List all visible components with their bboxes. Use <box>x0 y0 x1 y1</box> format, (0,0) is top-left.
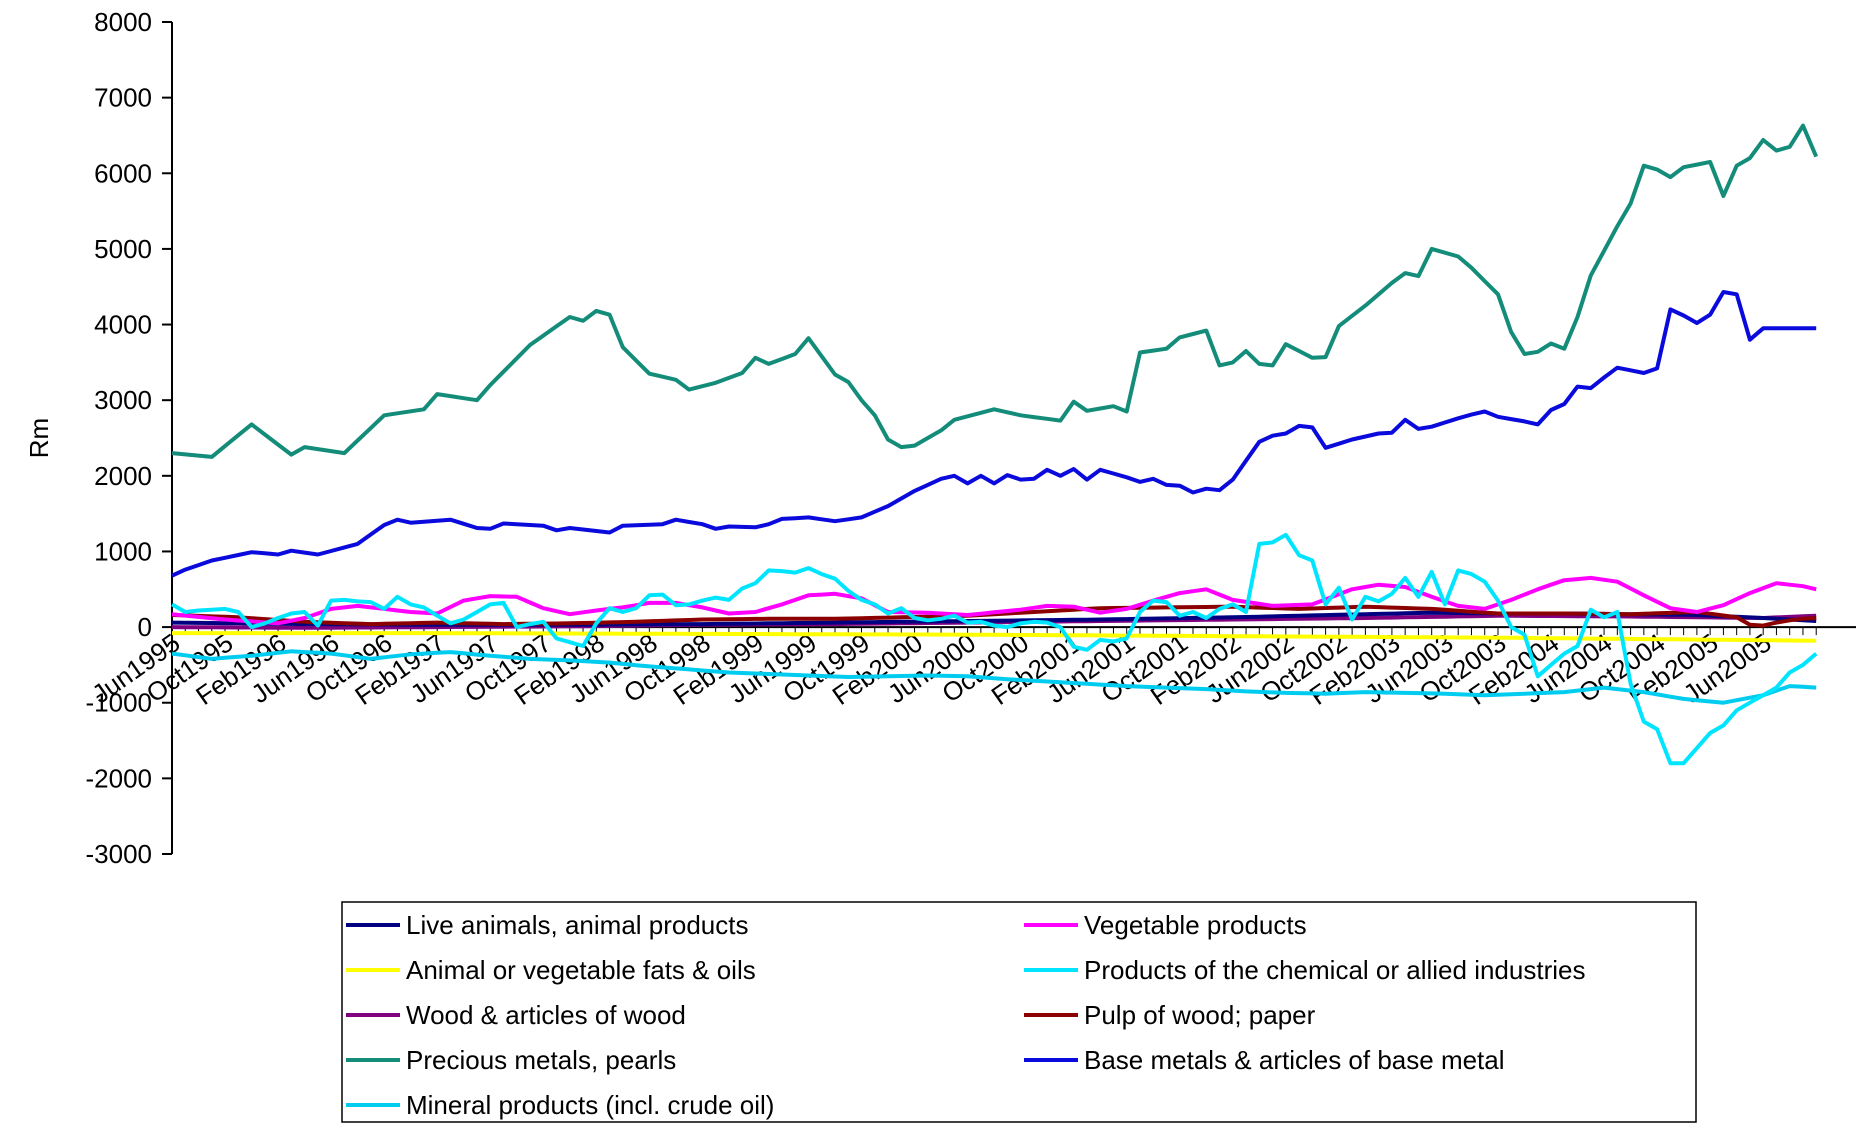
legend-item-mineral-products-incl-crude-oil: Mineral products (incl. crude oil) <box>346 1090 774 1120</box>
series-line-base-metals-articles-of-base-metal <box>171 290 1817 578</box>
legend-item-base-metals-articles-of-base-metal: Base metals & articles of base metal <box>1024 1045 1505 1075</box>
legend-label: Wood & articles of wood <box>406 1000 686 1030</box>
legend-label: Precious metals, pearls <box>406 1045 676 1075</box>
legend-label: Base metals & articles of base metal <box>1084 1045 1505 1075</box>
y-tick-label: 2000 <box>94 461 152 491</box>
legend-label: Live animals, animal products <box>406 910 749 940</box>
legend-item-precious-metals-pearls: Precious metals, pearls <box>346 1045 676 1075</box>
y-tick-label: -3000 <box>86 839 153 869</box>
y-tick-label: 3000 <box>94 385 152 415</box>
series-lines <box>171 123 1819 766</box>
plot-area: 8000 7000 6000 5000 4000 3000 2000 1000 0 -1000 -2… <box>86 7 1856 869</box>
y-tick-label: 5000 <box>94 234 152 264</box>
series-line-mineral-products-incl-crude-oil <box>171 649 1817 705</box>
legend-label: Pulp of wood; paper <box>1084 1000 1316 1030</box>
y-tick-label: 6000 <box>94 158 152 188</box>
legend: Live animals, animal products Vegetable p… <box>341 901 1697 1123</box>
y-axis-label: Rm <box>24 418 54 458</box>
legend-item-animal-or-vegetable-fats-oils: Animal or vegetable fats & oils <box>346 955 756 985</box>
legend-box <box>341 901 1697 1123</box>
y-tick-label: -1000 <box>86 688 153 718</box>
y-tick-label: 4000 <box>94 310 152 340</box>
legend-label: Animal or vegetable fats & oils <box>406 955 756 985</box>
y-tick-label: 8000 <box>94 7 152 37</box>
series-line-animal-or-vegetable-fats-oils <box>172 631 1817 643</box>
y-tick-label: 7000 <box>94 83 152 113</box>
legend-item-products-of-the-chemical-or-allied-industries: Products of the chemical or allied indus… <box>1024 955 1585 985</box>
legend-label: Products of the chemical or allied indus… <box>1084 955 1585 985</box>
legend-item-live-animals-animal-products: Live animals, animal products <box>346 910 749 940</box>
y-tick-label: 0 <box>138 612 152 642</box>
legend-item-pulp-of-wood-paper: Pulp of wood; paper <box>1024 1000 1316 1030</box>
legend-item-wood-articles-of-wood: Wood & articles of wood <box>346 1000 686 1030</box>
y-tick-label: 1000 <box>94 536 152 566</box>
y-tick-label: -2000 <box>86 763 153 793</box>
series-line-products-of-the-chemical-or-allied-industries <box>171 532 1818 766</box>
legend-label: Mineral products (incl. crude oil) <box>406 1090 774 1120</box>
series-line-vegetable-products <box>171 575 1817 626</box>
y-axis-ticks: 8000 7000 6000 5000 4000 3000 2000 1000 0 -1000 -2… <box>86 7 172 869</box>
series-line-precious-metals-pearls <box>171 123 1819 459</box>
legend-label: Vegetable products <box>1084 910 1307 940</box>
legend-item-vegetable-products: Vegetable products <box>1024 910 1307 940</box>
